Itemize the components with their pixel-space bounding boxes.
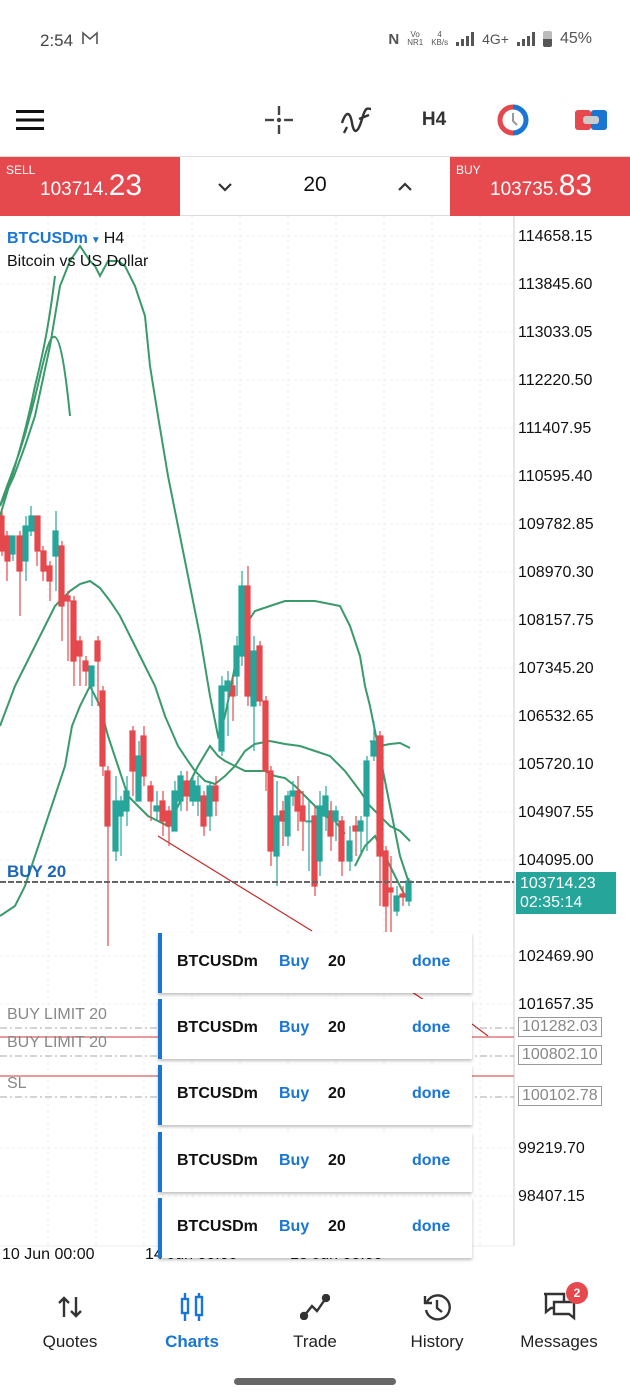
sell-button[interactable]: SELL 103714.23 (0, 157, 180, 216)
trade-icon (252, 1290, 378, 1324)
nav-charts[interactable]: Charts (129, 1290, 255, 1352)
buy-limit-price-tag: 100802.10 (518, 1045, 602, 1065)
home-indicator[interactable] (234, 1378, 396, 1385)
status-bar: 2:54 N Vo NR1 4 KB/s 4G+ 45% (0, 0, 630, 84)
unread-badge: 2 (566, 1282, 588, 1304)
trade-notification[interactable]: BTCUSDm Buy 20 done (158, 1132, 472, 1192)
price-axis-label: 113845.60 (518, 276, 593, 293)
symbol-description: Bitcoin vs US Dollar (7, 253, 149, 270)
chevron-down-icon[interactable] (210, 171, 240, 201)
price-axis-label: 106532.65 (518, 708, 594, 725)
current-price-tag: 103714.23 02:35:14 (516, 872, 616, 914)
price-axis-label: 104095.00 (518, 852, 594, 869)
bar-countdown: 02:35:14 (520, 894, 583, 911)
buy-limit-price-tag: 101282.03 (518, 1017, 602, 1037)
price-axis-label: 98407.15 (518, 1188, 585, 1205)
trade-notification[interactable]: BTCUSDm Buy 20 done (158, 1198, 472, 1258)
nfc-icon: N (388, 30, 400, 48)
one-click-trade-bar: SELL 103714.23 20 BUY 103735.83 (0, 156, 630, 216)
messages-icon: 2 (496, 1282, 622, 1324)
buy-button[interactable]: BUY 103735.83 (450, 157, 630, 216)
trade-notification[interactable]: BTCUSDm Buy 20 done (158, 999, 472, 1059)
charts-icon (129, 1290, 255, 1324)
price-axis-label: 114658.15 (518, 228, 593, 245)
status-icons: N Vo NR1 4 KB/s 4G+ 45% (388, 30, 592, 48)
price-axis-label: 101657.35 (518, 996, 594, 1013)
network-type: 4G+ (482, 31, 509, 47)
price-axis-label: 99219.70 (518, 1140, 585, 1157)
volume-stepper: 20 (180, 157, 450, 216)
status-time: 2:54 (40, 31, 74, 50)
dropdown-arrow-icon[interactable]: ▼ (90, 235, 101, 246)
price-axis-label: 107345.20 (518, 660, 594, 677)
trade-notification[interactable]: BTCUSDm Buy 20 done (158, 1065, 472, 1125)
price-axis-label: 110595.40 (518, 468, 593, 485)
price-axis-label: 108157.75 (518, 612, 594, 629)
symbol-name[interactable]: BTCUSDm (7, 230, 88, 247)
battery-icon (542, 31, 552, 47)
buy-limit-line-label[interactable]: BUY LIMIT 20 (7, 1034, 107, 1051)
price-axis-label: 108970.30 (518, 564, 594, 581)
sell-label: SELL (6, 163, 36, 177)
chart-toolbar: H4 (0, 84, 630, 156)
nav-history[interactable]: History (374, 1290, 500, 1352)
trade-notification[interactable]: BTCUSDm Buy 20 done (158, 933, 472, 993)
chevron-up-icon[interactable] (390, 171, 420, 201)
sell-price: 103714.23 (40, 169, 143, 202)
volume-input[interactable]: 20 (303, 173, 327, 196)
gmail-icon (82, 30, 98, 50)
price-axis-label: 105720.10 (518, 756, 594, 773)
price-axis-label: 109782.85 (518, 516, 594, 533)
hamburger-icon[interactable] (8, 98, 52, 142)
signal-icon-2 (516, 32, 535, 46)
symbol-header[interactable]: BTCUSDm ▼ H4 (7, 230, 124, 248)
price-axis-label: 102469.90 (518, 948, 594, 965)
nav-messages[interactable]: 2 Messages (496, 1282, 622, 1352)
nav-trade[interactable]: Trade (252, 1290, 378, 1352)
buy-label: BUY (456, 163, 481, 177)
stop-loss-line-label[interactable]: SL (7, 1075, 27, 1092)
buy-limit-line-label[interactable]: BUY LIMIT 20 (7, 1006, 107, 1023)
battery-percent: 45% (559, 30, 592, 47)
time-axis-label: 10 Jun 00:00 (2, 1246, 95, 1263)
stop-loss-price-tag: 100102.78 (518, 1086, 602, 1106)
price-chart[interactable]: BTCUSDm ▼ H4 Bitcoin vs US Dollar 114658.1… (0, 216, 630, 1270)
crosshair-icon[interactable] (257, 98, 301, 142)
price-axis-label: 113033.05 (518, 324, 593, 341)
volte-icon: Vo NR1 (407, 30, 424, 47)
clock-icon[interactable] (491, 98, 535, 142)
symbol-timeframe: H4 (103, 230, 125, 247)
timeframe-button[interactable]: H4 (421, 109, 447, 130)
signal-icon (456, 32, 475, 46)
position-line-label[interactable]: BUY 20 (7, 862, 67, 881)
price-axis-label: 111407.95 (518, 420, 592, 437)
data-speed: 4 KB/s (431, 30, 449, 47)
history-icon (374, 1290, 500, 1324)
quotes-icon (7, 1290, 133, 1324)
nav-quotes[interactable]: Quotes (7, 1290, 133, 1352)
price-axis-label: 112220.50 (518, 372, 593, 389)
buy-price: 103735.83 (490, 169, 593, 202)
price-axis-label: 104907.55 (518, 804, 594, 821)
one-click-trading-icon[interactable] (569, 98, 613, 142)
indicators-icon[interactable] (334, 98, 378, 142)
